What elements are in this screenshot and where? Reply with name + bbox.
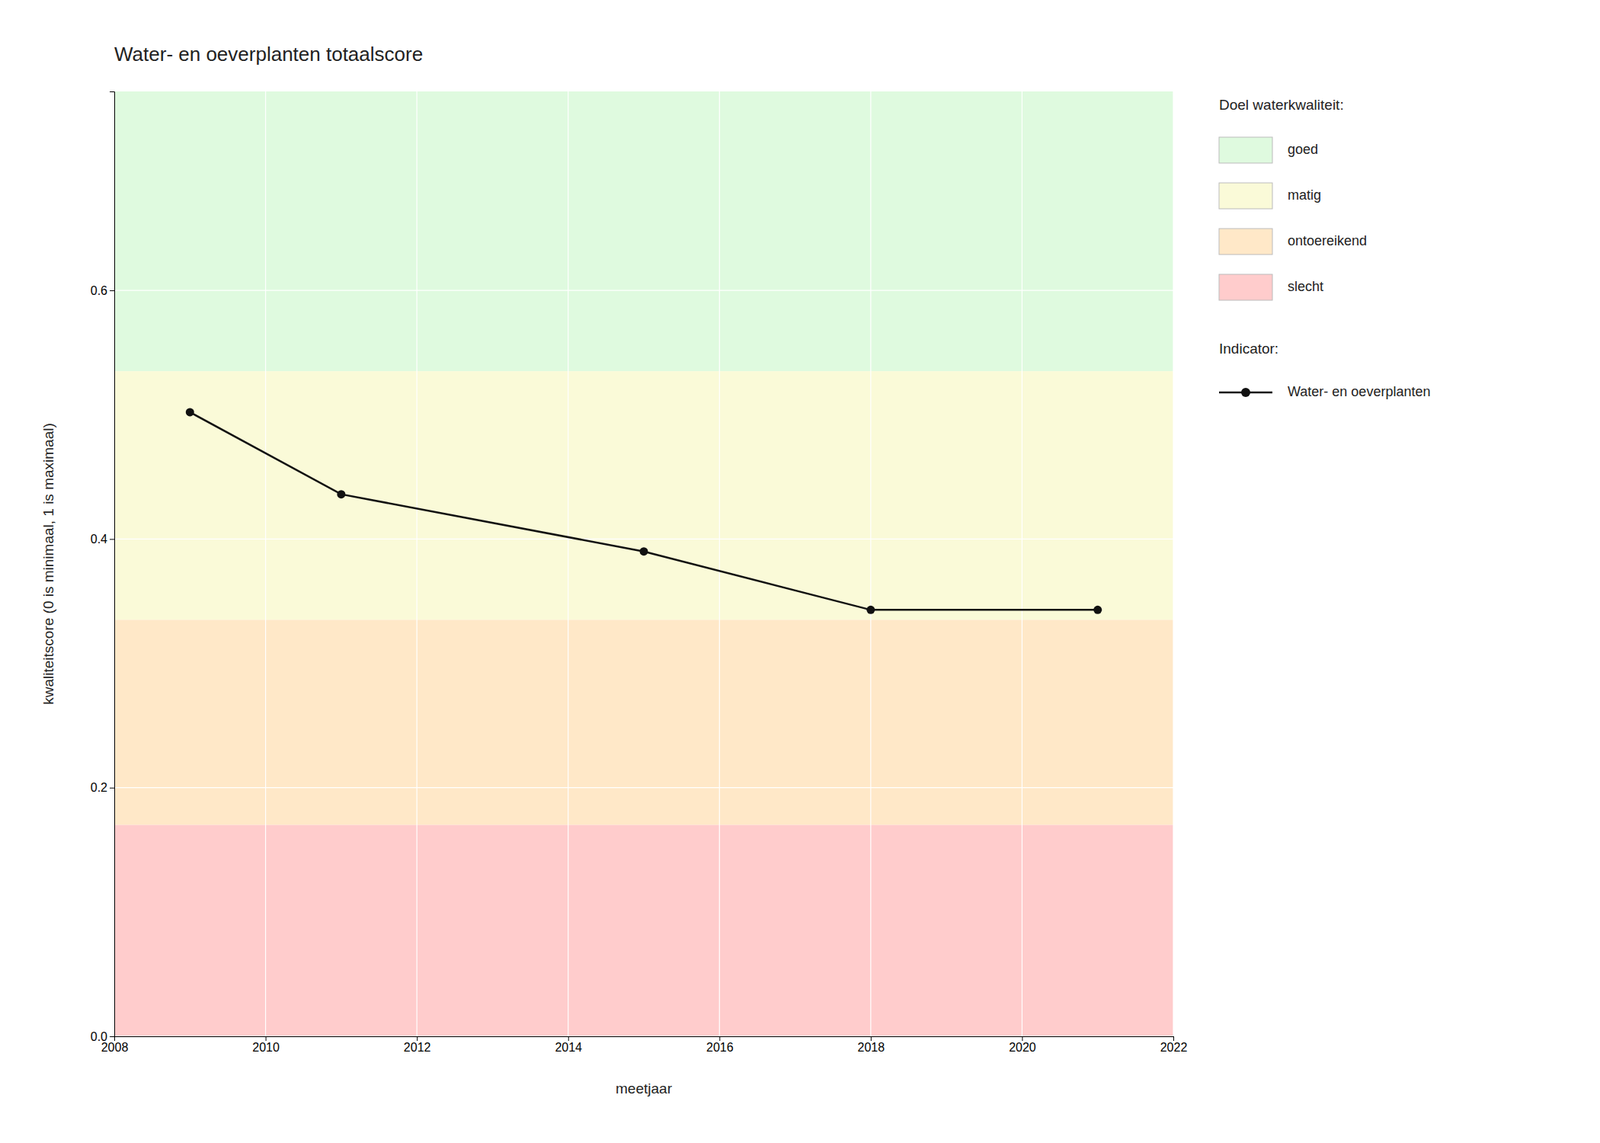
legend-label: slecht [1287,278,1324,295]
legend-swatch [1219,228,1273,255]
legend-label: Water- en oeverplanten [1287,384,1431,400]
legend-swatch [1219,182,1273,209]
y-tick-label: 0.4 [90,532,108,546]
x-tick-label: 2022 [1160,1040,1188,1054]
chart: 200820102012201420162018202020220.00.20.… [0,0,1600,1143]
y-tick: 0.4 [90,532,115,546]
line [189,412,1098,610]
x-axis-title: meetjaar [615,1080,673,1097]
x-tick-mark [416,1036,418,1041]
x-tick: 2014 [554,1036,583,1054]
x-tick: 2012 [403,1036,432,1054]
legend-swatch [1219,137,1273,164]
y-tick: 0.2 [90,780,115,794]
y-axis-title: kwaliteitscore (0 is minimaal, 1 is maxi… [40,422,57,705]
x-tick-mark [1173,1036,1175,1041]
y-tick-label: 0.6 [90,284,108,298]
grid-line [1021,91,1023,1037]
grid-line [265,91,266,1037]
legend-label: goed [1287,141,1319,157]
x-tick-label: 2016 [706,1040,734,1054]
x-tick-mark [719,1036,720,1041]
zones [114,91,1174,1037]
x-tick-label: 2020 [1008,1040,1037,1054]
point [185,407,195,416]
grid-line [870,91,871,1037]
x-tick-mark [265,1036,267,1041]
zone [114,91,1174,372]
x-tick-label: 2012 [403,1040,432,1054]
y-tick: 0.0 [90,1030,115,1044]
y-tick-label: 0.0 [90,1030,108,1044]
legend-title: Indicator: [1219,340,1279,357]
title: Water- en oeverplanten totaalscore [114,42,423,66]
x-tick-label: 2014 [554,1040,583,1054]
y-tick-mark [109,1036,115,1037]
x-axis: 2008 2010 2012 2014 2016 2018 2020 2022 [101,1036,1188,1054]
y-tick-label: 0.2 [90,780,108,794]
x-tick: 2022 [1160,1036,1188,1054]
x-tick-label: 2018 [857,1040,886,1054]
legend-label: matig [1287,187,1322,203]
grid-line [114,787,1174,788]
grid-line [1172,91,1174,1037]
x-tick-label: 2008 [101,1040,129,1054]
zone [114,371,1174,620]
grid-line [114,538,1174,540]
x-tick: 2018 [857,1036,886,1054]
legend: Doel waterkwaliteit: goed matig ontoereiken… [1219,96,1431,400]
y-tick-mark [109,538,115,540]
grid-line [719,91,720,1037]
x-tick-mark [1021,1036,1023,1041]
grid-line [567,91,569,1037]
x-tick-label: 2010 [252,1040,280,1054]
legend-label: ontoereikend [1287,233,1367,249]
y-tick-mark [109,787,115,789]
y-tick: 0.6 [90,284,115,298]
y-axis: 0.0 0.2 0.4 0.6 [90,92,116,1044]
y-axis-line [109,92,116,1037]
y-tick-mark [109,290,115,292]
grid-line [416,91,418,1037]
data [185,407,1102,614]
grid-line [114,289,1174,291]
x-tick: 2016 [706,1036,734,1054]
point [866,605,875,615]
x-tick: 2020 [1008,1036,1037,1054]
point [640,547,649,556]
x-tick: 2010 [252,1036,280,1054]
x-axis-line [115,1036,1175,1042]
x-tick-mark [568,1036,570,1041]
zone [114,619,1174,825]
plot: 200820102012201420162018202020220.00.20.… [90,91,1188,1054]
legend-title: Doel waterkwaliteit: [1219,96,1344,113]
x-tick-mark [870,1036,872,1041]
grid [114,91,1174,1037]
legend-marker [1241,387,1251,397]
zone [114,825,1174,1037]
legend-swatch [1219,274,1273,301]
point [336,489,346,499]
point [1093,605,1102,615]
